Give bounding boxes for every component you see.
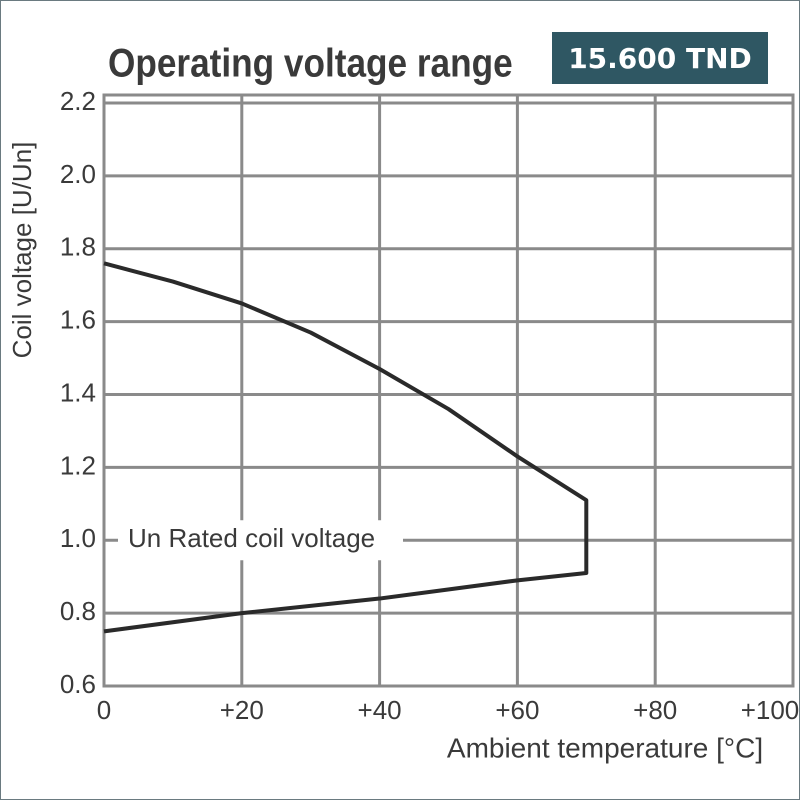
y-tick-label: 2.2: [60, 86, 96, 116]
y-tick-label: 1.8: [60, 232, 96, 262]
x-tick-label: +20: [220, 695, 264, 725]
x-tick-label: 0: [97, 695, 111, 725]
x-tick-label: +40: [358, 695, 402, 725]
x-tick-label: +80: [633, 695, 677, 725]
y-tick-label: 0.8: [60, 596, 96, 626]
x-tick-label: +60: [495, 695, 539, 725]
chart-title: Operating voltage range: [108, 40, 513, 85]
y-tick-label: 1.0: [60, 523, 96, 553]
y-tick-label: 1.6: [60, 305, 96, 335]
x-axis-label: Ambient temperature [°C]: [447, 732, 763, 763]
y-tick-label: 2.0: [60, 159, 96, 189]
plot-border: [102, 93, 795, 688]
data-line: [103, 261, 589, 634]
annotation-backdrop: [118, 520, 403, 561]
y-tick-label: 0.6: [60, 669, 96, 699]
y-tick-label: 1.2: [60, 450, 96, 480]
y-axis-label: Coil voltage [U/Un]: [7, 142, 37, 359]
y-tick-label: 1.4: [60, 377, 96, 407]
x-tick-label: +100: [741, 695, 800, 725]
annotation: Un Rated coil voltage: [128, 523, 375, 553]
price-badge: 15.600 TND: [552, 32, 768, 84]
